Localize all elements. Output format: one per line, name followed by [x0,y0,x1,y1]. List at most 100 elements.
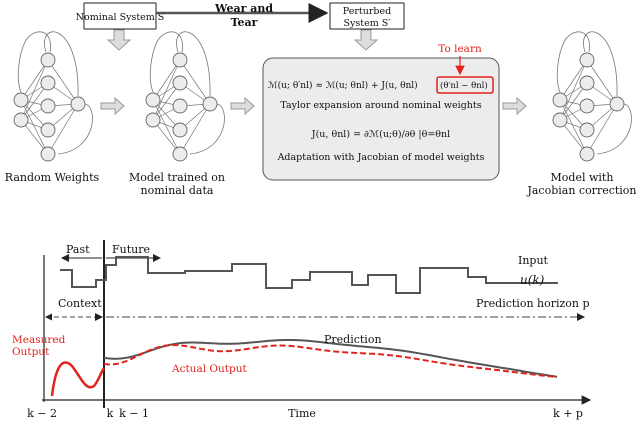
actual-output-curve [103,344,558,378]
neuron-node [579,98,595,114]
recurrent-loop [583,31,618,97]
neuron-node [579,52,595,68]
neuron-node [579,75,595,91]
right-arrow-icon [100,96,125,116]
network-edge [20,82,49,121]
network-edge [559,82,588,121]
equation-box [262,57,500,181]
trained-model-label-2: nominal data [141,184,214,197]
input-signal [60,256,558,294]
neuron-node [40,146,56,162]
jacobian-model-label-1: Model with [551,171,614,184]
neuron-node [172,75,188,91]
trained-network [145,31,225,162]
recurrent-loop [57,103,93,155]
jacobian-model-label-2: Jacobian correction [526,184,636,197]
neuron-node [145,112,161,128]
network-edge [152,59,181,121]
equation-jacobian: J(u, θnl) = ∂ℳ(u;θ)/∂θ |θ=θnl [311,129,450,140]
recurrent-loop [17,31,51,93]
past-label: Past [66,243,90,256]
timeline-plot: Past Future Input u(k) Context Predictio… [12,240,592,420]
neuron-node [13,92,29,108]
network-edge [20,59,49,101]
adaptation-text: Adaptation with Jacobian of model weight… [277,152,485,163]
network-edge [179,59,211,105]
neuron-node [202,96,218,112]
recurrent-loop [556,31,590,93]
neuron-node [552,92,568,108]
neuron-node [552,112,568,128]
network-edge [179,103,211,155]
network-edge [152,59,181,101]
nominal-system-label: Nominal System S [76,12,165,23]
tick-k: k [107,407,114,420]
neuron-node [70,96,86,112]
recurrent-loop [149,31,183,93]
measured-output-label-1: Measured [12,334,66,346]
wear-tear-label-2: Tear [231,16,258,29]
tick-k-minus-1: k − 1 [119,407,149,420]
network-edge [20,59,49,121]
network-edge [47,59,79,105]
to-learn-label: To learn [438,43,482,55]
neuron-node [579,122,595,138]
network-edge [47,103,79,155]
wear-tear-label-1: Wear and [214,2,273,15]
perturbed-system-label-1: Perturbed [343,6,391,17]
recurrent-loop [176,31,211,97]
input-label: Input [518,254,549,267]
jacobian-network [552,31,632,162]
neural-network-diagrams [13,31,632,162]
neuron-node [40,122,56,138]
recurrent-loop [189,103,225,155]
network-edge [559,59,588,101]
recurrent-loop [44,31,79,97]
neuron-node [172,122,188,138]
neuron-node [609,96,625,112]
perturbed-system-label-2: System S′ [344,18,391,29]
equation-parameter-delta: (θ′nl − θnl) [440,80,488,91]
neuron-node [145,92,161,108]
trained-model-label-1: Model trained on [129,171,225,184]
right-arrow-icon [502,96,527,116]
tick-k-plus-p: k + p [553,407,583,420]
taylor-text: Taylor expansion around nominal weights [280,100,481,111]
network-edge [559,99,588,155]
to-learn-highlight [436,76,494,94]
right-arrow-icon [230,96,255,116]
network-edge [586,103,618,155]
tick-k-minus-2: k − 2 [27,407,57,420]
random-weights-network [13,31,93,162]
prediction-horizon-label: Prediction horizon p [476,297,590,310]
context-label: Context [58,297,102,310]
down-arrow-icon [106,29,132,51]
network-edge [152,99,181,155]
neuron-node [40,98,56,114]
neuron-node [172,52,188,68]
nominal-system-box [83,2,157,30]
network-edge [586,59,618,105]
measured-output-curve [50,361,106,397]
network-edge [152,82,181,121]
actual-output-label: Actual Output [171,363,247,375]
recurrent-loop [596,103,632,155]
neuron-node [579,146,595,162]
neuron-node [172,98,188,114]
time-axis-label: Time [288,407,316,420]
neuron-node [172,146,188,162]
prediction-curve [103,339,558,378]
down-arrow-icon [353,29,379,51]
network-edge [20,99,49,155]
random-weights-label: Random Weights [5,171,100,184]
measured-output-label-2: Output [12,346,50,358]
future-label: Future [112,243,150,256]
perturbed-system-box [329,2,405,30]
neuron-node [40,52,56,68]
neuron-node [13,112,29,128]
equation-taylor: ℳ(u; θ′nl) ≈ ℳ(u; θnl) + J(u, θnl) [268,80,418,91]
input-symbol: u(k) [520,273,545,287]
neuron-node [40,75,56,91]
network-edge [559,59,588,121]
